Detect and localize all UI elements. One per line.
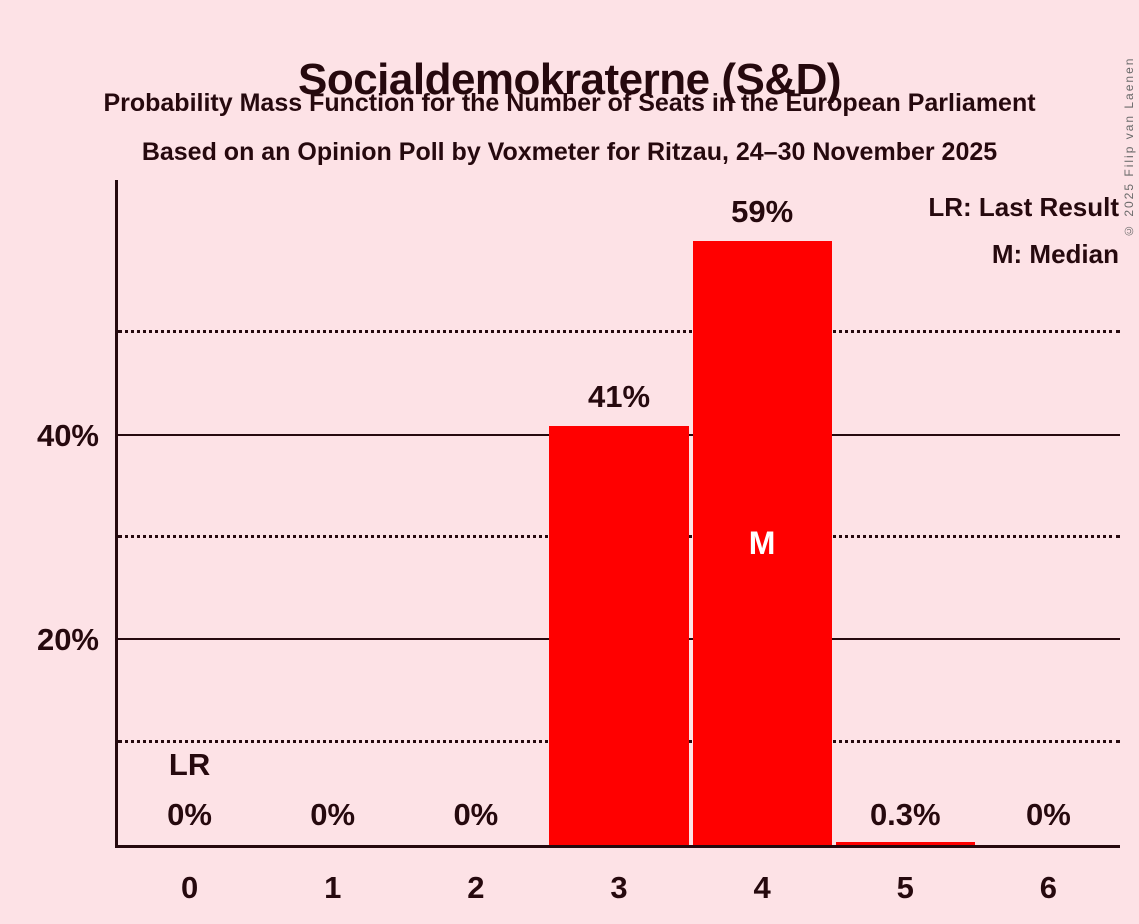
bar-value-label-0: 0% (167, 797, 212, 832)
x-tick-label-6: 6 (1039, 870, 1058, 905)
bar-value-label-3: 41% (587, 378, 651, 414)
x-tick-label-5: 5 (896, 870, 914, 905)
bar-value-label-5: 0.3% (869, 797, 941, 832)
bar-value-label-1: 0% (310, 797, 356, 832)
copyright-text: © 2025 Filip van Laenen (1122, 56, 1136, 238)
bar-value-label-4: 59% (731, 194, 794, 230)
x-tick-label-4: 4 (753, 870, 771, 905)
x-tick-label-0: 0 (180, 870, 199, 905)
chart-legend: LR: Last Result M: Median (928, 184, 1119, 278)
chart-subtitle-line2: Based on an Opinion Poll by Voxmeter for… (141, 138, 998, 166)
median-annotation: M (748, 525, 776, 562)
legend-last-result: LR: Last Result (928, 192, 1119, 222)
bar-value-label-6: 0% (1026, 797, 1071, 832)
plot-area: 20% 40% 0% 0 0% 1 0% 2 41% 3 59% 4 0.3% 5 0% 6 LR M (37, 180, 1120, 903)
legend-median: M: Median (991, 239, 1119, 269)
chart-title: Socialdemokraterne (S&D) (297, 55, 842, 105)
bar-value-label-2: 0% (453, 797, 499, 832)
chart-subtitle-line1: Probability Mass Function for the Number… (103, 89, 1036, 117)
y-tick-label-40: 40% (36, 417, 99, 453)
last-result-annotation: LR (168, 747, 211, 782)
y-tick-label-20: 20% (36, 622, 99, 658)
x-tick-label-2: 2 (467, 870, 485, 905)
bar-seats-5 (835, 841, 975, 845)
bar-seats-3 (549, 425, 689, 845)
x-tick-label-1: 1 (324, 870, 342, 905)
x-tick-label-3: 3 (610, 870, 628, 905)
gridline-dotted-50pct (118, 330, 1120, 334)
bar-seats-4 (692, 241, 832, 845)
